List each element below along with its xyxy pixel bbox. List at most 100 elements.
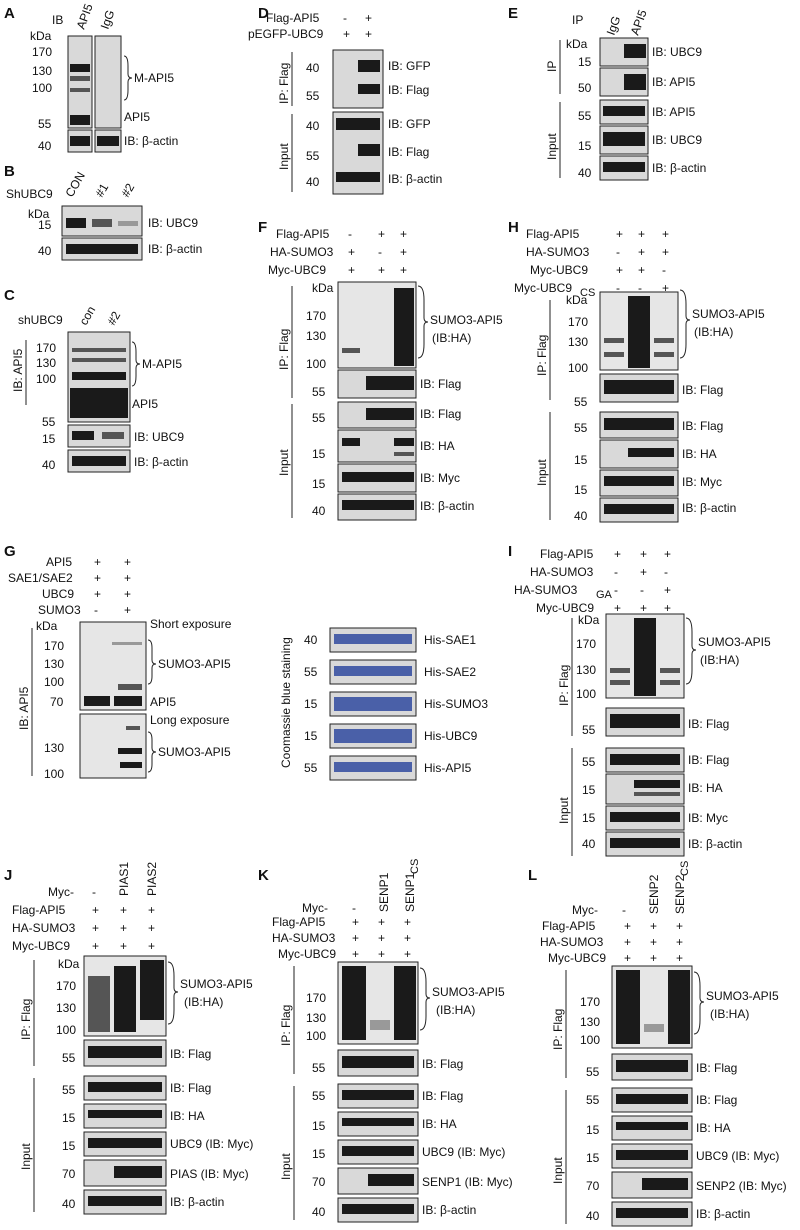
- sign: +: [124, 555, 131, 569]
- band: [616, 1208, 688, 1218]
- condition-label: HA-SUMO3: [540, 935, 604, 949]
- mw-marker: 130: [306, 1011, 326, 1025]
- mw-marker: 100: [44, 675, 64, 689]
- sign: +: [94, 555, 101, 569]
- sign: +: [94, 587, 101, 601]
- condition-label: Myc-UBC9: [514, 281, 572, 295]
- band: [114, 966, 136, 1032]
- myc-prefix: Myc-: [572, 903, 598, 917]
- sign: -: [662, 263, 666, 277]
- band: [334, 634, 412, 644]
- mw-marker: 100: [36, 372, 56, 386]
- condition-label: UBC9: [42, 587, 74, 601]
- band: [394, 288, 414, 366]
- mw-marker: 55: [38, 117, 52, 131]
- mw-marker: 40: [306, 61, 320, 75]
- panel-e: E IP kDa IgG API5 IP Input 15 50 55 15 4…: [508, 5, 706, 181]
- mw-marker: 100: [306, 357, 326, 371]
- sign: -: [348, 227, 352, 241]
- band-label: IB: Flag: [388, 83, 429, 97]
- sign: +: [378, 263, 385, 277]
- band: [616, 1150, 688, 1160]
- mw-marker: 100: [580, 1033, 600, 1047]
- mw-marker: 55: [306, 89, 320, 103]
- input-label: Input: [557, 797, 571, 824]
- condition-label: Flag-API5: [276, 227, 330, 241]
- sign: +: [616, 263, 623, 277]
- band-label: IB: β-actin: [124, 134, 178, 148]
- panel-label: G: [4, 543, 16, 560]
- band: [342, 438, 360, 446]
- band-label: IB: Flag: [420, 407, 461, 421]
- band-label: IB: HA: [688, 781, 723, 795]
- band-label: IB: Flag: [688, 717, 729, 731]
- band: [610, 680, 630, 685]
- mw-marker: 170: [568, 315, 588, 329]
- mw-marker: 170: [56, 979, 76, 993]
- mw-marker: 100: [576, 687, 596, 701]
- condition-label: HA-SUMO3: [514, 583, 578, 597]
- band: [660, 668, 680, 673]
- input-label: Input: [277, 449, 291, 476]
- panel-label: A: [4, 5, 15, 22]
- sign: +: [662, 227, 669, 241]
- band: [334, 762, 412, 772]
- band: [70, 64, 90, 72]
- mw-marker: 55: [304, 665, 318, 679]
- sign: +: [640, 547, 647, 561]
- band-label: IB: Myc: [682, 475, 722, 489]
- mw-marker: 70: [50, 695, 64, 709]
- condition-label: Myc-UBC9: [12, 939, 70, 953]
- sign: +: [662, 245, 669, 259]
- panel-label: J: [4, 867, 12, 884]
- band: [366, 408, 414, 420]
- panel-j: J Myc- - PIAS1 PIAS2 Flag-API5 HA-SUMO3 …: [4, 862, 253, 1215]
- band: [336, 172, 380, 182]
- subscript: CS: [409, 859, 421, 874]
- sign: -: [614, 565, 618, 579]
- mw-marker: 15: [312, 1147, 326, 1161]
- band-label: IB: UBC9: [134, 430, 184, 444]
- band: [342, 500, 414, 510]
- band-label: IB: Flag: [696, 1061, 737, 1075]
- band: [624, 44, 646, 58]
- subscript: CS: [580, 287, 595, 299]
- sign: +: [352, 947, 359, 961]
- mw-marker: 15: [304, 729, 318, 743]
- sign: +: [400, 245, 407, 259]
- band: [114, 696, 142, 706]
- input-label: Input: [535, 459, 549, 486]
- condition-label: Flag-API5: [272, 915, 326, 929]
- condition-label: Flag-API5: [266, 11, 320, 25]
- sign: +: [365, 11, 372, 25]
- sign: +: [378, 227, 385, 241]
- bracket: [679, 289, 691, 359]
- bracket: [417, 285, 429, 359]
- condition-label: Flag-API5: [12, 903, 66, 917]
- panel-label: K: [258, 867, 269, 884]
- mw-marker: 55: [62, 1051, 76, 1065]
- sign: +: [352, 915, 359, 929]
- condition-label: SAE1/SAE2: [8, 571, 73, 585]
- panel-label: D: [258, 5, 269, 22]
- band: [394, 452, 414, 456]
- band-label: IB: UBC9: [148, 216, 198, 230]
- ip-label: IP: Flag: [277, 329, 291, 370]
- band-label: IB: Flag: [388, 145, 429, 159]
- band: [84, 696, 110, 706]
- sign: +: [640, 565, 647, 579]
- sign: -: [343, 11, 347, 25]
- band: [66, 218, 86, 228]
- band: [120, 762, 142, 768]
- band-label: IB: Flag: [422, 1057, 463, 1071]
- mw-marker: 15: [312, 477, 326, 491]
- sign: +: [624, 935, 631, 949]
- sign: +: [650, 951, 657, 965]
- band-label: IB: Flag: [696, 1093, 737, 1107]
- band: [604, 338, 624, 343]
- band: [604, 504, 674, 514]
- mw-marker: 40: [312, 504, 326, 518]
- band: [394, 438, 414, 446]
- band: [368, 1174, 414, 1186]
